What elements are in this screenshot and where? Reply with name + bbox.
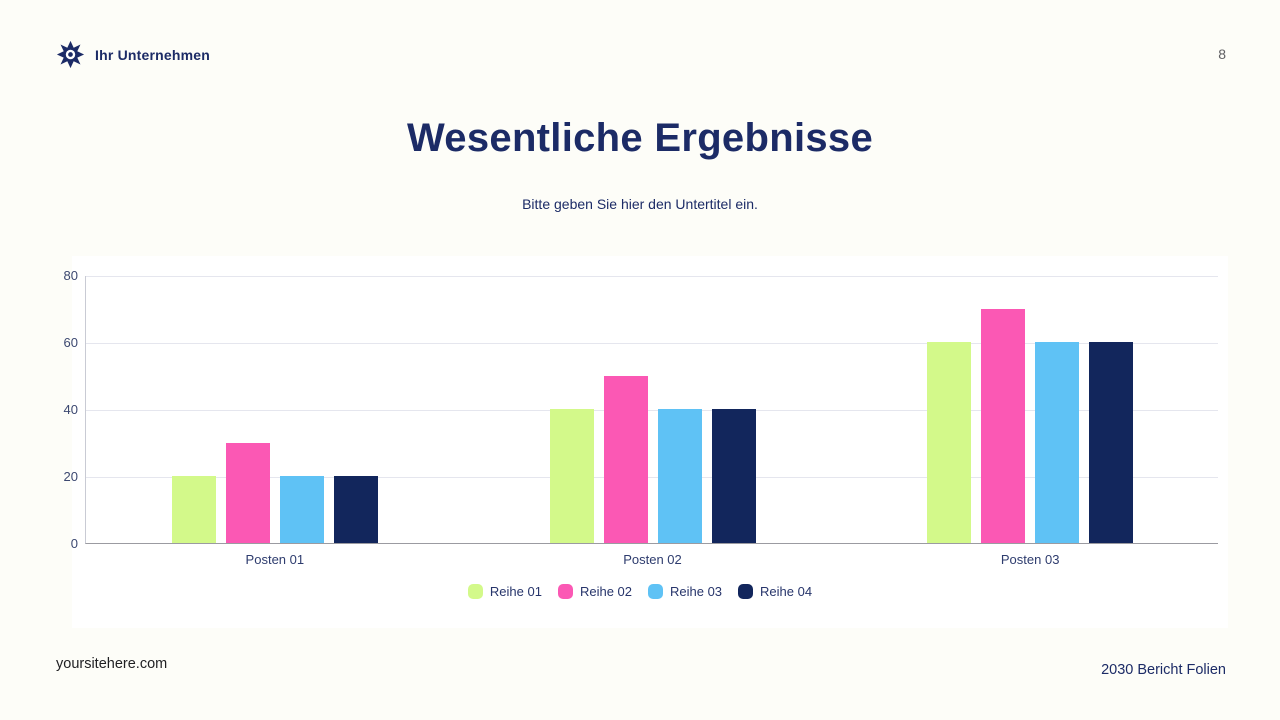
y-axis-tick-60: 60 bbox=[63, 335, 78, 350]
bar-reihe-03-posten-02 bbox=[657, 409, 702, 543]
y-axis-tick-0: 0 bbox=[70, 536, 78, 551]
x-axis-label-posten-03: Posten 03 bbox=[1000, 552, 1060, 567]
page-number: 8 bbox=[1218, 46, 1226, 62]
legend-swatch-reihe-01 bbox=[467, 584, 483, 599]
bar-group-posten-03 bbox=[927, 308, 1134, 543]
starburst-logo-icon bbox=[56, 40, 85, 69]
bar-reihe-03-posten-03 bbox=[1035, 342, 1080, 543]
bar-reihe-01-posten-01 bbox=[171, 476, 216, 543]
x-axis-label-posten-02: Posten 02 bbox=[623, 552, 682, 567]
bar-reihe-03-posten-01 bbox=[279, 476, 324, 543]
header-brand: Ihr Unternehmen bbox=[56, 40, 210, 69]
chart-legend: Reihe 01 Reihe 02 Reihe 03 Reihe 04 bbox=[0, 584, 1280, 599]
legend-label-reihe-02: Reihe 02 bbox=[579, 584, 632, 599]
legend-item-reihe-02: Reihe 02 bbox=[557, 584, 632, 599]
bar-reihe-02-posten-02 bbox=[603, 375, 648, 543]
bar-reihe-04-posten-01 bbox=[333, 476, 378, 543]
bar-reihe-02-posten-01 bbox=[225, 442, 270, 543]
x-axis-label-posten-01: Posten 01 bbox=[245, 552, 305, 567]
legend-swatch-reihe-04 bbox=[738, 584, 754, 599]
bar-group-posten-02 bbox=[549, 375, 756, 543]
page-subtitle: Bitte geben Sie hier den Untertitel ein. bbox=[522, 196, 758, 212]
legend-item-reihe-03: Reihe 03 bbox=[648, 584, 722, 599]
bar-reihe-01-posten-02 bbox=[549, 409, 594, 543]
footer-report-label: 2030 Bericht Folien bbox=[1101, 662, 1226, 678]
gridline-y-80 bbox=[86, 276, 1218, 277]
legend-item-reihe-04: Reihe 04 bbox=[738, 584, 812, 599]
y-axis-tick-20: 20 bbox=[63, 469, 78, 484]
y-axis-tick-40: 40 bbox=[63, 402, 78, 417]
legend-swatch-reihe-02 bbox=[557, 584, 573, 599]
legend-swatch-reihe-03 bbox=[648, 584, 663, 599]
bar-reihe-04-posten-02 bbox=[711, 409, 756, 543]
bar-chart-plot-area: 0 20 40 60 80 Posten 01 Posten 02 Posten 03 bbox=[64, 268, 1218, 567]
brand-name: Ihr Unternehmen bbox=[95, 46, 211, 63]
gridline-y-40 bbox=[86, 410, 1218, 411]
y-axis-tick-80: 80 bbox=[63, 268, 78, 283]
bar-reihe-02-posten-03 bbox=[981, 308, 1026, 543]
gridline-y-20 bbox=[86, 477, 1218, 478]
gridline-y-60 bbox=[86, 343, 1218, 344]
legend-label-reihe-01: Reihe 01 bbox=[489, 584, 542, 599]
legend-label-reihe-04: Reihe 04 bbox=[760, 584, 813, 599]
legend-label-reihe-03: Reihe 03 bbox=[670, 584, 723, 599]
bar-group-posten-01 bbox=[171, 442, 378, 543]
footer-website: yoursitehere.com bbox=[56, 656, 168, 672]
bar-reihe-04-posten-03 bbox=[1089, 342, 1134, 543]
page-title: Wesentliche Ergebnisse bbox=[406, 116, 874, 160]
bar-reihe-01-posten-03 bbox=[927, 342, 972, 543]
legend-item-reihe-01: Reihe 01 bbox=[467, 584, 542, 599]
